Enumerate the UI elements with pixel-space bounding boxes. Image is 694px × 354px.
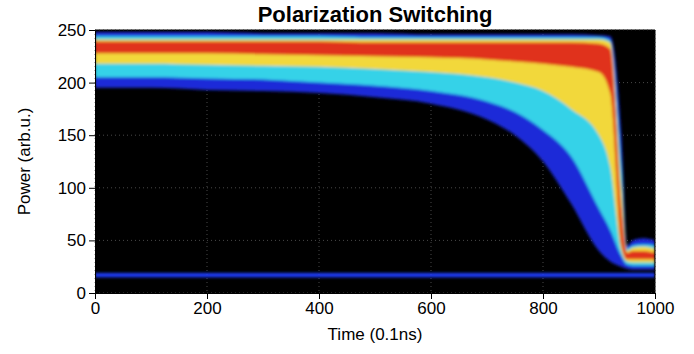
grid-line [95,30,655,31]
tick-mark [89,240,95,241]
tick-label: 200 [193,299,221,318]
density-band [95,32,655,270]
grid [95,30,655,293]
tick-mark [89,188,95,189]
tick-label: 100 [58,179,86,198]
frame [95,30,655,31]
density-band [95,42,655,260]
x-axis-title: Time (0.1ns) [328,325,423,344]
tick: 0 [77,284,95,303]
tick: 800 [529,293,557,318]
tick: 600 [417,293,445,318]
tick-label: 50 [67,231,86,250]
density-band [95,273,655,277]
tick: 0 [91,293,100,318]
tick-mark [89,135,95,136]
tick-mark [89,83,95,84]
plot-area [95,32,655,277]
plot-background [95,30,655,293]
axis-line [96,293,656,294]
density-band [95,39,655,262]
grid-line [95,293,655,294]
tick: 200 [58,74,95,93]
chart: 0 200 400 600 800 1000 0 50 100 150 200 250 Polariza… [0,0,694,354]
grid-line [95,30,96,293]
tick-label: 800 [529,299,557,318]
tick-label: 0 [91,299,100,318]
tick: 50 [67,231,95,250]
tick: 200 [193,293,221,318]
grid-line [655,30,656,293]
x-axis: 0 200 400 600 800 1000 [91,293,675,318]
tick-mark [89,293,95,294]
tick-label: 200 [58,74,86,93]
tick: 150 [58,126,95,145]
tick-label: 600 [417,299,445,318]
tick-label: 150 [58,126,86,145]
y-axis: 0 50 100 150 200 250 [58,21,96,303]
tick: 1000 [637,293,675,318]
density-layers [95,32,655,277]
tick: 100 [58,179,95,198]
density-band [95,36,655,265]
tick: 400 [305,293,333,318]
tick: 250 [58,21,95,40]
grid-line [95,240,655,241]
axis-line [95,31,96,294]
y-axis-title: Power (arb.u.) [15,108,34,216]
tick-label: 400 [305,299,333,318]
frame [655,30,656,293]
tick-label: 1000 [637,299,675,318]
tick-label: 0 [77,284,86,303]
tick-mark [89,30,95,31]
tick-label: 250 [58,21,86,40]
title: Polarization Switching [258,2,493,27]
